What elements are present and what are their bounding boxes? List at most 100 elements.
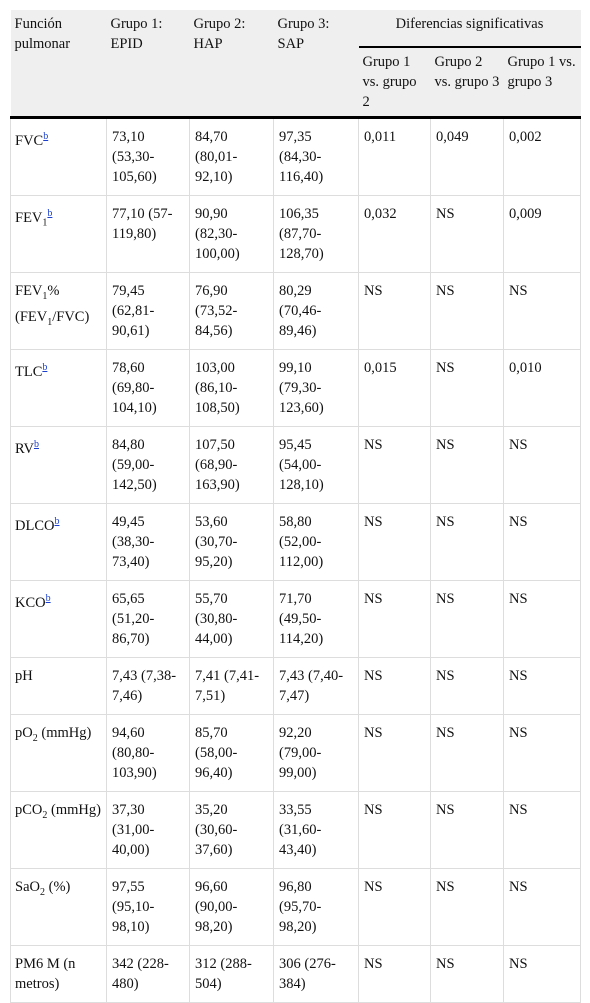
table-cell: NS	[503, 426, 581, 504]
table-cell: 94,60 (80,80-103,90)	[106, 714, 190, 792]
table-cell: 79,45 (62,81-90,61)	[106, 272, 190, 350]
table-cell: NS	[430, 657, 504, 715]
label-text: FVC	[15, 132, 44, 149]
header-cell: Grupo 2 vs. grupo 3	[430, 47, 504, 118]
table-cell: 49,45 (38,30-73,40)	[106, 503, 190, 581]
table-row: KCOb 65,65 (51,20-86,70) 55,70 (30,80-44,0…	[10, 580, 581, 658]
table-body: FVCb 73,10 (53,30-105,60) 84,70 (80,01-92,…	[10, 116, 581, 1003]
table-cell: NS	[503, 580, 581, 658]
label-text: % (FEV	[15, 283, 60, 325]
table-cell: 37,30 (31,00-40,00)	[106, 791, 190, 869]
label-subscript: 1	[42, 217, 48, 229]
header-cell: Grupo 3: SAP	[273, 10, 359, 118]
footnote-link[interactable]: b	[45, 593, 51, 604]
label-text: /FVC)	[52, 308, 90, 325]
table-row: pCO2 (mmHg) 37,30 (31,00-40,00) 35,20 (30,…	[10, 791, 581, 869]
table-cell: 35,20 (30,60-37,60)	[189, 791, 274, 869]
table-cell: 53,60 (30,70-95,20)	[189, 503, 274, 581]
table-cell: 0,011	[358, 116, 431, 196]
table-cell: 342 (228-480)	[106, 945, 190, 1003]
header-row: Función pulmonar Grupo 1: EPID Grupo 2: …	[10, 10, 581, 118]
table-cell: 73,10 (53,30-105,60)	[106, 116, 190, 196]
table-cell: 0,015	[358, 349, 431, 427]
row-label: RVb	[10, 426, 107, 504]
table-row: SaO2 (%) 97,55 (95,10-98,10) 96,60 (90,00-…	[10, 868, 581, 946]
table-cell: NS	[430, 272, 504, 350]
table-cell: 103,00 (86,10-108,50)	[189, 349, 274, 427]
table-cell: 90,90 (82,30-100,00)	[189, 195, 274, 273]
table-cell: 107,50 (68,90-163,90)	[189, 426, 274, 504]
table-cell: NS	[358, 945, 431, 1003]
footnote-link[interactable]: b	[47, 208, 53, 219]
table-cell: 84,70 (80,01-92,10)	[189, 116, 274, 196]
row-label: FEV1% (FEV1/FVC)	[10, 272, 107, 350]
header-cell: Grupo 1 vs. grupo 2	[358, 47, 431, 118]
table-cell: 96,60 (90,00-98,20)	[189, 868, 274, 946]
header-cell: Grupo 1 vs. grupo 3	[503, 47, 581, 118]
footnote-link[interactable]: b	[33, 439, 39, 450]
table-cell: NS	[503, 868, 581, 946]
footnote-link[interactable]: b	[54, 516, 60, 527]
label-text: DLCO	[15, 517, 55, 534]
table-cell: 80,29 (70,46-89,46)	[273, 272, 359, 350]
table-cell: NS	[430, 426, 504, 504]
label-text: FEV	[15, 209, 43, 226]
table-cell: NS	[503, 714, 581, 792]
footnote-link[interactable]: b	[43, 131, 49, 142]
table-cell: NS	[503, 657, 581, 715]
row-label: pH	[10, 657, 107, 715]
table-cell: NS	[503, 272, 581, 350]
header-cell: Función pulmonar	[10, 10, 107, 118]
footnote-link[interactable]: b	[42, 362, 48, 373]
label-text: pO	[15, 725, 33, 741]
table-cell: 0,002	[503, 116, 581, 196]
footnote-ref: b	[34, 439, 39, 450]
label-text: SaO	[15, 879, 40, 895]
label-text: pCO	[15, 802, 43, 818]
footnote-ref: b	[42, 362, 47, 373]
table-cell: NS	[503, 503, 581, 581]
label-text: pH	[15, 668, 33, 684]
table-cell: 92,20 (79,00-99,00)	[273, 714, 359, 792]
label-text: (mmHg)	[47, 802, 101, 818]
header-cell: Diferencias significativas	[358, 10, 581, 48]
table-cell: 78,60 (69,80-104,10)	[106, 349, 190, 427]
table-cell: NS	[430, 195, 504, 273]
label-subscript: 2	[32, 732, 38, 744]
table-cell: 55,70 (30,80-44,00)	[189, 580, 274, 658]
table-row: PM6 M (n metros) 342 (228-480) 312 (288-50…	[10, 945, 581, 1003]
table-cell: NS	[430, 714, 504, 792]
table-cell: 7,43 (7,40-7,47)	[273, 657, 359, 715]
table-cell: 97,35 (84,30-116,40)	[273, 116, 359, 196]
row-label: FEV1b	[10, 195, 107, 273]
table-cell: NS	[358, 580, 431, 658]
table-cell: 71,70 (49,50-114,20)	[273, 580, 359, 658]
table-cell: 96,80 (95,70-98,20)	[273, 868, 359, 946]
table-cell: 58,80 (52,00-112,00)	[273, 503, 359, 581]
table-cell: NS	[358, 426, 431, 504]
table-cell: 76,90 (73,52-84,56)	[189, 272, 274, 350]
table-row: TLCb 78,60 (69,80-104,10) 103,00 (86,10-10…	[10, 349, 581, 427]
table-cell: NS	[430, 349, 504, 427]
table-cell: 84,80 (59,00-142,50)	[106, 426, 190, 504]
label-text: PM6 M (n metros)	[15, 956, 76, 992]
label-text: (mmHg)	[37, 725, 92, 741]
table-row: pO2 (mmHg) 94,60 (80,80-103,90) 85,70 (58,…	[10, 714, 581, 792]
table-cell: 0,049	[430, 116, 504, 196]
label-subscript: 1	[42, 290, 48, 302]
label-subscript: 1	[47, 316, 53, 328]
table-cell: 97,55 (95,10-98,10)	[106, 868, 190, 946]
table-row: pH 7,43 (7,38-7,46) 7,41 (7,41-7,51) 7,43 (…	[10, 657, 581, 715]
table-cell: NS	[358, 272, 431, 350]
row-label: TLCb	[10, 349, 107, 427]
table-cell: NS	[358, 868, 431, 946]
table-cell: 312 (288-504)	[189, 945, 274, 1003]
label-text: TLC	[15, 363, 43, 380]
label-subscript: 2	[39, 886, 45, 898]
table-cell: NS	[430, 580, 504, 658]
label-text: (%)	[44, 879, 71, 895]
table-row: RVb 84,80 (59,00-142,50) 107,50 (68,90-163…	[10, 426, 581, 504]
table-cell: 95,45 (54,00-128,10)	[273, 426, 359, 504]
table-cell: 0,009	[503, 195, 581, 273]
table-cell: 7,41 (7,41-7,51)	[189, 657, 274, 715]
